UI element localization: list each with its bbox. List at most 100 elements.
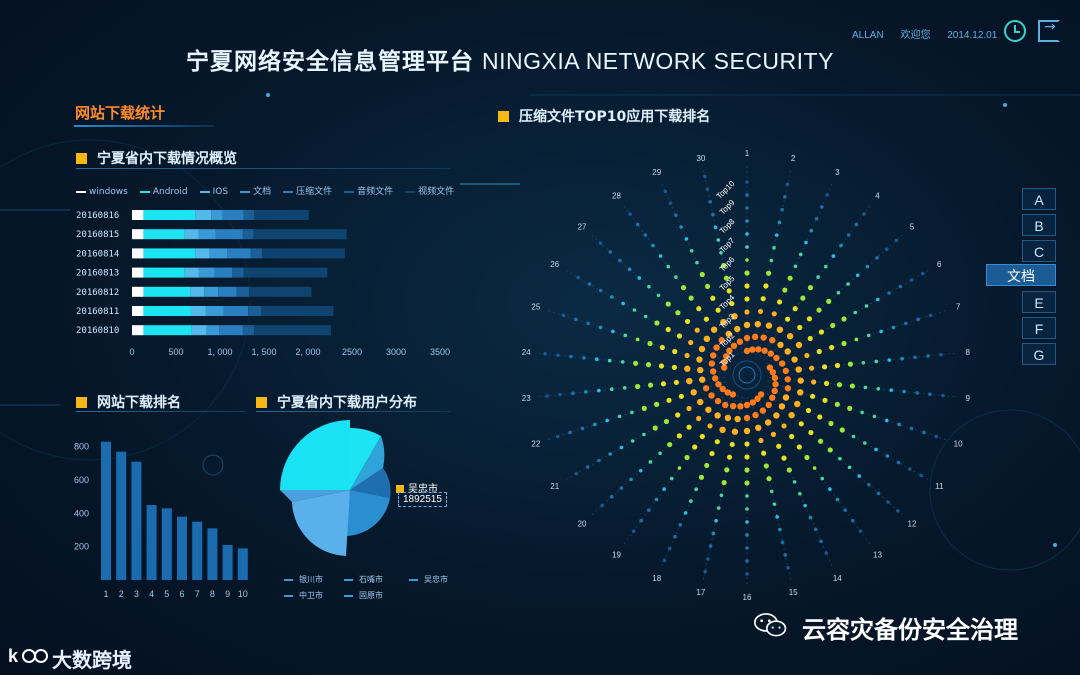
radial-dot[interactable] — [766, 476, 772, 482]
radial-dot[interactable] — [879, 329, 883, 334]
radial-dot[interactable] — [719, 426, 726, 434]
radial-dot[interactable] — [777, 341, 784, 349]
radial-dot[interactable] — [804, 454, 810, 461]
radial-dot[interactable] — [861, 360, 866, 365]
side-menu-item[interactable]: E — [1022, 291, 1056, 313]
legend-item[interactable]: 音频文件 — [344, 184, 393, 197]
bar-segment[interactable] — [132, 229, 144, 240]
radial-dot[interactable] — [608, 250, 613, 254]
radial-dot[interactable] — [605, 418, 609, 423]
bar-segment[interactable] — [254, 325, 331, 336]
radial-dot[interactable] — [647, 284, 651, 289]
radial-dot[interactable] — [642, 432, 646, 437]
radial-dot[interactable] — [884, 247, 889, 252]
radial-dot[interactable] — [568, 430, 572, 435]
radial-dot[interactable] — [853, 310, 858, 315]
radial-dot[interactable] — [874, 359, 879, 364]
radial-dot[interactable] — [719, 250, 723, 255]
radial-dot[interactable] — [736, 338, 744, 345]
radial-dot[interactable] — [854, 337, 859, 342]
radial-dot[interactable] — [710, 326, 718, 333]
radial-dot[interactable] — [769, 258, 774, 263]
radial-dot[interactable] — [860, 410, 864, 415]
radial-dot[interactable] — [597, 388, 601, 393]
radial-dot[interactable] — [673, 379, 679, 386]
radial-dot[interactable] — [745, 245, 749, 249]
radial-dot[interactable] — [769, 337, 776, 344]
radial-dot[interactable] — [635, 383, 641, 390]
bar-segment[interactable] — [191, 325, 207, 336]
radial-dot[interactable] — [820, 205, 824, 209]
radial-dot[interactable] — [820, 476, 825, 481]
radial-dot[interactable] — [629, 477, 633, 482]
radial-dot[interactable] — [731, 313, 738, 320]
radial-dot[interactable] — [780, 207, 784, 212]
radial-dot[interactable] — [734, 415, 741, 423]
radial-dot[interactable] — [658, 254, 663, 258]
radial-dot[interactable] — [696, 415, 702, 422]
radial-dot[interactable] — [580, 426, 585, 431]
radial-dot[interactable] — [783, 195, 787, 199]
radial-dot[interactable] — [689, 248, 694, 253]
radial-dot[interactable] — [791, 356, 798, 363]
radial-dot[interactable] — [745, 258, 749, 262]
radial-dot[interactable] — [806, 316, 813, 322]
radial-dot[interactable] — [798, 252, 803, 257]
radial-dot[interactable] — [709, 368, 717, 375]
radial-dot[interactable] — [803, 503, 807, 508]
radial-dot[interactable] — [630, 439, 635, 443]
radial-dot[interactable] — [618, 258, 622, 263]
radial-dot[interactable] — [627, 267, 632, 272]
radial-dot[interactable] — [676, 333, 683, 339]
radial-dot[interactable] — [813, 527, 818, 532]
legend-item[interactable]: 压缩文件 — [283, 184, 332, 197]
radial-dot[interactable] — [872, 414, 877, 419]
rank-bar[interactable] — [131, 461, 142, 580]
radial-dot[interactable] — [719, 385, 726, 393]
radial-dot[interactable] — [851, 518, 855, 523]
radial-dot[interactable] — [849, 383, 856, 389]
radial-dot[interactable] — [694, 487, 698, 491]
radial-dot[interactable] — [760, 296, 766, 302]
radial-dot[interactable] — [713, 225, 718, 230]
radial-dot[interactable] — [714, 439, 720, 445]
radial-dot[interactable] — [686, 377, 693, 385]
radial-dot[interactable] — [703, 316, 710, 322]
pie-slice[interactable] — [350, 436, 385, 490]
radial-dot[interactable] — [721, 479, 727, 486]
radial-dot[interactable] — [928, 392, 932, 397]
radial-dot[interactable] — [875, 297, 880, 302]
radial-dot[interactable] — [913, 355, 917, 360]
radial-dot[interactable] — [582, 356, 586, 360]
radial-dot[interactable] — [794, 400, 801, 408]
user-name[interactable]: ALLAN — [852, 30, 884, 41]
legend-item[interactable]: 文档 — [240, 184, 271, 197]
radial-dot[interactable] — [705, 406, 712, 413]
radial-dot[interactable] — [771, 311, 777, 317]
radial-dot[interactable] — [558, 392, 562, 397]
radial-dot[interactable] — [846, 282, 850, 286]
radial-dot[interactable] — [755, 424, 762, 432]
radial-dot[interactable] — [745, 546, 749, 550]
radial-dot[interactable] — [714, 412, 721, 419]
radial-dot[interactable] — [814, 216, 819, 221]
radial-dot[interactable] — [666, 264, 671, 269]
radial-dot[interactable] — [745, 520, 749, 524]
radial-dot[interactable] — [847, 361, 854, 367]
bar-segment[interactable] — [132, 267, 144, 278]
radial-dot[interactable] — [745, 559, 749, 563]
radial-dot[interactable] — [784, 376, 791, 383]
radial-dot[interactable] — [839, 427, 845, 433]
radial-dot[interactable] — [721, 358, 728, 366]
radial-dot[interactable] — [941, 393, 945, 398]
bar-segment[interactable] — [205, 306, 224, 316]
radial-dot[interactable] — [766, 364, 774, 371]
radial-dot[interactable] — [885, 454, 890, 458]
rank-bar[interactable] — [146, 505, 157, 580]
radial-dot[interactable] — [585, 465, 590, 469]
radial-dot[interactable] — [864, 304, 869, 308]
radial-dot[interactable] — [810, 393, 816, 399]
radial-dot[interactable] — [786, 467, 792, 473]
radial-dot[interactable] — [816, 307, 822, 313]
radial-dot[interactable] — [761, 347, 768, 354]
